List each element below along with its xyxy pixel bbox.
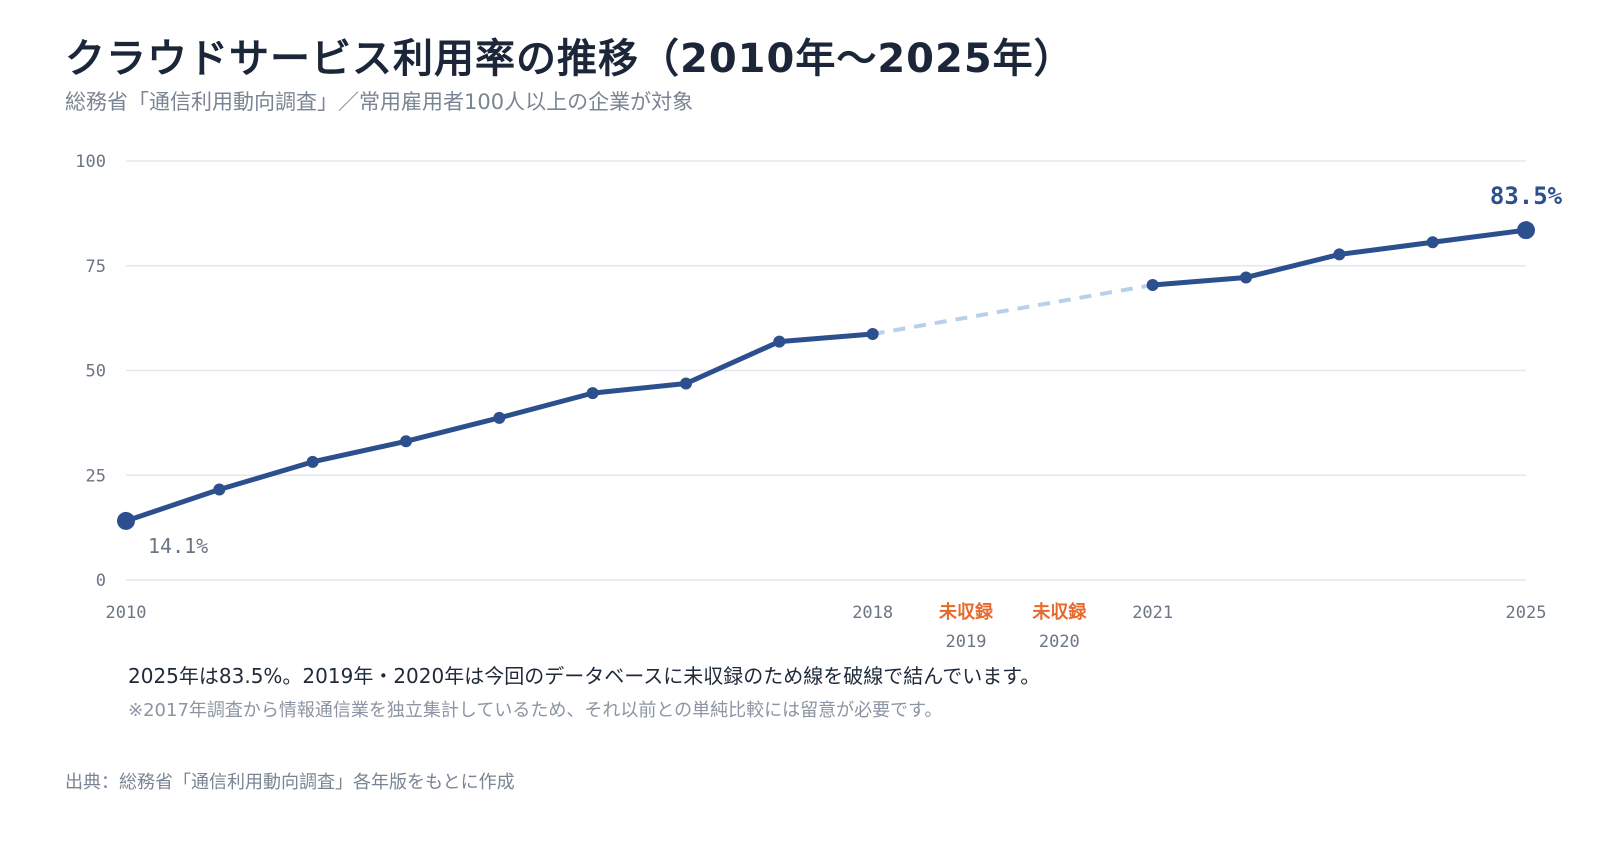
endpoint-marker xyxy=(117,511,135,530)
y-tick-label: 0 xyxy=(96,571,106,591)
missing-label: 未収録 xyxy=(1032,601,1087,623)
chart-subtitle: 総務省「通信利用動向調査」／常用雇用者100人以上の企業が対象 xyxy=(65,90,694,114)
x-tick-label: 2010 xyxy=(106,603,147,623)
chart-caveat: ※2017年調査から情報通信業を独立集計しているため、それ以前との単純比較には留… xyxy=(128,700,943,721)
missing-year-label: 2019 xyxy=(946,632,987,650)
line-chart: 0 25 50 75 100 2010 2018 2021 2025 未収録 2019 未収録 2020… xyxy=(75,152,1563,650)
missing-year-label: 2020 xyxy=(1039,632,1080,650)
data-point xyxy=(773,335,786,348)
endpoint-marker xyxy=(1517,221,1535,240)
y-tick-label: 75 xyxy=(86,257,106,277)
data-point xyxy=(1146,279,1159,292)
y-tick-label: 25 xyxy=(86,466,106,486)
end-value-label: 83.5% xyxy=(1490,182,1563,210)
x-tick-label: 2021 xyxy=(1132,603,1173,623)
chart-title: クラウドサービス利用率の推移（2010年〜2025年） xyxy=(65,36,1075,82)
data-point xyxy=(306,455,319,468)
chart-note: 2025年は83.5%。2019年・2020年は今回のデータベースに未収録のため… xyxy=(128,664,1041,688)
data-point xyxy=(680,377,692,390)
y-tick-label: 100 xyxy=(75,152,106,172)
data-point xyxy=(586,387,599,400)
data-point xyxy=(1240,271,1252,284)
data-point xyxy=(400,435,412,448)
series-line xyxy=(123,331,876,524)
data-point xyxy=(213,483,226,496)
source-credit: 出典：総務省「通信利用動向調査」各年版をもとに作成 xyxy=(65,772,515,793)
data-point xyxy=(1426,236,1439,249)
x-tick-label: 2025 xyxy=(1506,603,1547,623)
data-point xyxy=(1333,248,1346,261)
data-point xyxy=(493,411,506,424)
y-tick-label: 50 xyxy=(86,362,106,382)
start-value-label: 14.1% xyxy=(148,534,208,558)
gap-dashed-line xyxy=(872,283,1154,337)
x-tick-label: 2018 xyxy=(852,603,893,623)
data-point xyxy=(866,328,879,341)
missing-label: 未収録 xyxy=(939,601,994,623)
